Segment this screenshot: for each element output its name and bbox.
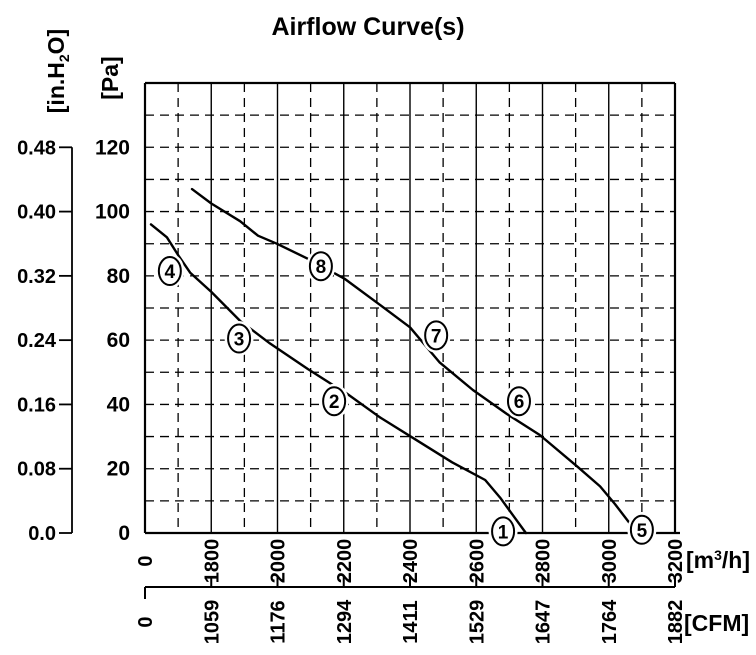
cfm-tick-label: 1882 [665, 600, 687, 645]
m3h-axis-unit-label: [m3/h] [686, 547, 750, 573]
inh2o-tick-label: 0.16 [17, 394, 56, 416]
curve-marker-circle-2 [322, 386, 347, 417]
curve-marker-circle-8 [308, 251, 333, 282]
curve-marker-circle-7 [424, 320, 449, 351]
cfm-tick-label: 1411 [400, 600, 422, 643]
pa-axis-unit-label: [Pa] [97, 56, 123, 99]
m3h-tick-label: 2200 [334, 539, 356, 584]
curve-marker-number-7: 7 [431, 326, 442, 347]
cfm-axis-unit-label: [CFM] [684, 610, 749, 636]
curve-marker-number-5: 5 [637, 521, 648, 542]
axis-tick-labels: 0.00.080.160.240.320.400.480204060801001… [17, 136, 687, 644]
cfm-axis-line [144, 576, 676, 599]
plot-grid [143, 81, 680, 535]
curve-1-2-3-4 [149, 223, 528, 535]
inh2o-axis-bracket [59, 146, 73, 534]
inh2o-tick-label: 0.48 [17, 137, 56, 159]
curve-marker-number-8: 8 [316, 257, 327, 278]
curve-marker-number-4: 4 [165, 262, 176, 283]
curve-marker-circle-6 [506, 386, 531, 417]
pa-tick-label: 80 [107, 265, 130, 288]
inh2o-tick-label: 0.08 [17, 459, 56, 481]
curve-marker-number-6: 6 [514, 392, 525, 413]
inh2o-tick-label: 0.0 [28, 523, 56, 545]
pa-tick-label: 120 [95, 136, 130, 159]
cfm-tick-label: 1294 [334, 599, 356, 644]
curve-marker-number-1: 1 [498, 522, 509, 543]
curve-marker-circle-3 [227, 323, 252, 354]
pa-tick-label: 0 [118, 522, 130, 545]
performance-curves [149, 187, 638, 535]
inh2o-tick-label: 0.40 [17, 202, 56, 224]
m3h-tick-label: 2000 [268, 539, 290, 584]
inh2o-tick-label: 0.32 [17, 266, 56, 288]
inh2o-tick-label: 0.24 [17, 330, 57, 352]
m3h-tick-label: 3000 [599, 539, 621, 584]
curve-marker-number-3: 3 [234, 330, 245, 351]
cfm-tick-label: 1176 [268, 600, 290, 643]
curve-marker-number-2: 2 [329, 392, 340, 413]
m3h-tick-label: 2600 [466, 539, 488, 584]
curve-5-6-7-8 [190, 187, 638, 533]
inh2o-axis-unit-label: [in.H2O] [43, 29, 72, 113]
m3h-tick-label: 3200 [665, 539, 687, 584]
curve-marker-circle-1 [491, 516, 516, 547]
pa-tick-label: 60 [107, 329, 130, 352]
curve-marker-circle-4 [157, 256, 182, 287]
cfm-tick-label: 1529 [466, 600, 488, 645]
cfm-tick-label: 1647 [533, 600, 555, 645]
cfm-tick-label: 0 [135, 616, 157, 627]
pa-tick-label: 20 [107, 458, 130, 481]
m3h-tick-label: 0 [135, 555, 157, 566]
cfm-tick-label: 1764 [599, 599, 621, 644]
m3h-tick-label: 2800 [533, 539, 555, 584]
curve-marker-circle-5 [629, 514, 654, 545]
curve-number-markers: 4 3 2 1 8 7 6 5 [155, 248, 657, 549]
pa-tick-label: 40 [107, 393, 130, 416]
pa-tick-label: 100 [95, 201, 130, 224]
m3h-tick-label: 2400 [400, 539, 422, 584]
m3h-tick-label: 1800 [201, 539, 223, 584]
cfm-tick-label: 1059 [201, 600, 223, 645]
chart-title: Airflow Curve(s) [271, 13, 464, 41]
